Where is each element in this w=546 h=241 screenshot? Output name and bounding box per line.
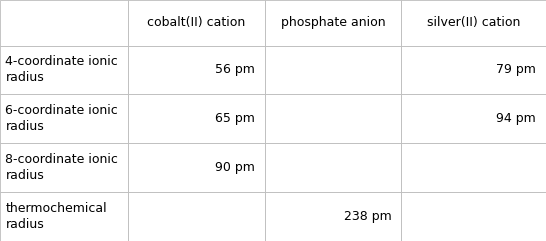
Bar — [0, 0, 128, 46]
Text: 8-coordinate ionic
radius: 8-coordinate ionic radius — [5, 153, 118, 182]
Text: 65 pm: 65 pm — [215, 112, 255, 125]
Bar — [265, 192, 401, 241]
Text: 4-coordinate ionic
radius: 4-coordinate ionic radius — [5, 55, 118, 84]
Bar — [128, 46, 265, 94]
Text: thermochemical
radius: thermochemical radius — [5, 202, 107, 231]
Bar — [0, 46, 128, 94]
Bar — [128, 192, 265, 241]
Text: 56 pm: 56 pm — [215, 63, 255, 76]
Bar — [401, 143, 546, 192]
Bar — [0, 192, 128, 241]
Bar — [401, 192, 546, 241]
Bar — [0, 94, 128, 143]
Bar — [0, 143, 128, 192]
Bar — [401, 94, 546, 143]
Bar — [401, 0, 546, 46]
Bar — [265, 0, 401, 46]
Text: cobalt(II) cation: cobalt(II) cation — [147, 16, 246, 29]
Bar — [401, 46, 546, 94]
Text: 90 pm: 90 pm — [215, 161, 255, 174]
Text: silver(II) cation: silver(II) cation — [427, 16, 520, 29]
Bar — [265, 94, 401, 143]
Bar — [128, 0, 265, 46]
Text: 94 pm: 94 pm — [496, 112, 536, 125]
Bar — [265, 143, 401, 192]
Bar — [128, 143, 265, 192]
Text: 6-coordinate ionic
radius: 6-coordinate ionic radius — [5, 104, 118, 133]
Text: phosphate anion: phosphate anion — [281, 16, 385, 29]
Text: 238 pm: 238 pm — [344, 210, 391, 223]
Bar — [128, 94, 265, 143]
Bar — [265, 46, 401, 94]
Text: 79 pm: 79 pm — [496, 63, 536, 76]
